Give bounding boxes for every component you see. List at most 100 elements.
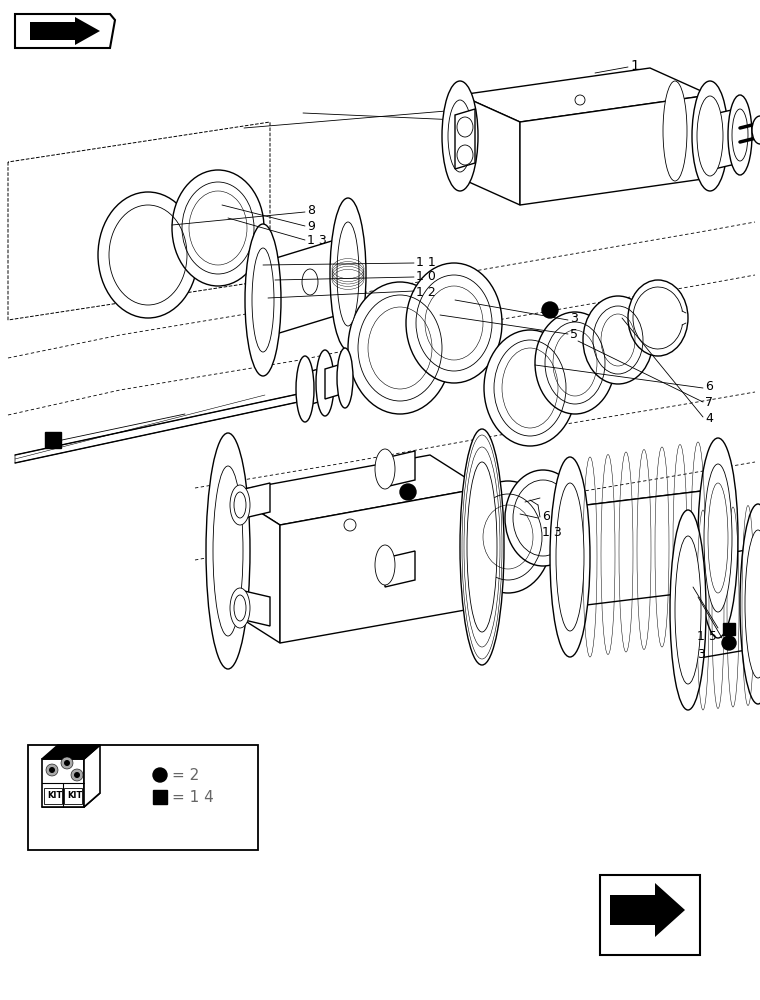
Ellipse shape: [234, 492, 246, 518]
Text: 1 3: 1 3: [307, 234, 327, 247]
Bar: [44, 788, 62, 804]
Polygon shape: [455, 109, 475, 169]
Polygon shape: [570, 489, 718, 525]
Polygon shape: [228, 492, 280, 643]
Polygon shape: [610, 883, 685, 937]
Ellipse shape: [316, 350, 334, 416]
Text: 6: 6: [705, 380, 713, 393]
Bar: [45, 432, 61, 448]
Bar: [600, 875, 700, 955]
Ellipse shape: [296, 356, 314, 422]
Ellipse shape: [206, 433, 250, 669]
Ellipse shape: [675, 536, 701, 684]
Polygon shape: [688, 548, 758, 660]
Ellipse shape: [752, 116, 760, 144]
Ellipse shape: [745, 530, 760, 678]
Polygon shape: [305, 367, 325, 406]
Ellipse shape: [172, 170, 264, 286]
Ellipse shape: [406, 263, 502, 383]
Text: 9: 9: [307, 220, 315, 232]
Polygon shape: [240, 590, 270, 626]
Text: = 1 4: = 1 4: [172, 790, 214, 804]
Circle shape: [71, 769, 83, 781]
Ellipse shape: [230, 588, 250, 628]
Text: 7: 7: [705, 395, 713, 408]
Ellipse shape: [583, 296, 653, 384]
Circle shape: [153, 768, 167, 782]
Polygon shape: [325, 363, 345, 399]
Polygon shape: [84, 745, 100, 807]
Polygon shape: [228, 455, 482, 525]
Ellipse shape: [457, 117, 473, 137]
Ellipse shape: [692, 81, 728, 191]
Polygon shape: [570, 489, 718, 607]
Ellipse shape: [230, 485, 250, 525]
Ellipse shape: [457, 145, 473, 165]
Ellipse shape: [535, 312, 615, 414]
Circle shape: [61, 757, 73, 769]
Ellipse shape: [628, 280, 688, 356]
Ellipse shape: [670, 510, 706, 710]
Circle shape: [542, 302, 558, 318]
Ellipse shape: [740, 504, 760, 704]
Circle shape: [64, 760, 70, 766]
Polygon shape: [385, 451, 415, 487]
Polygon shape: [42, 793, 100, 807]
Polygon shape: [42, 759, 84, 807]
Polygon shape: [385, 551, 415, 587]
Polygon shape: [15, 14, 115, 48]
Ellipse shape: [98, 192, 198, 318]
Ellipse shape: [663, 81, 687, 181]
Polygon shape: [263, 236, 348, 338]
Text: 1 0: 1 0: [416, 270, 436, 284]
Ellipse shape: [442, 81, 478, 191]
Text: 1 1: 1 1: [416, 255, 435, 268]
Text: 1 3: 1 3: [542, 526, 562, 538]
Ellipse shape: [460, 429, 504, 665]
Circle shape: [74, 772, 80, 778]
Polygon shape: [240, 483, 270, 519]
Ellipse shape: [375, 449, 395, 489]
Ellipse shape: [728, 95, 752, 175]
Ellipse shape: [252, 248, 274, 352]
Ellipse shape: [484, 330, 576, 446]
Polygon shape: [15, 385, 340, 463]
Bar: [28, 745, 258, 850]
Polygon shape: [520, 95, 710, 205]
Ellipse shape: [375, 545, 395, 585]
Ellipse shape: [448, 100, 472, 172]
Text: 8: 8: [307, 205, 315, 218]
Text: 4: 4: [705, 412, 713, 424]
Polygon shape: [42, 745, 100, 759]
Text: 1: 1: [630, 59, 639, 73]
Ellipse shape: [337, 348, 353, 408]
Text: 1 5: 1 5: [697, 631, 717, 644]
Polygon shape: [30, 17, 100, 45]
Text: 3: 3: [697, 648, 705, 660]
Circle shape: [722, 636, 736, 650]
Ellipse shape: [213, 466, 243, 636]
Ellipse shape: [330, 198, 366, 350]
Polygon shape: [280, 488, 482, 643]
Ellipse shape: [245, 224, 281, 376]
Polygon shape: [710, 108, 740, 170]
Text: KIT: KIT: [67, 792, 82, 800]
Text: 1 2: 1 2: [416, 286, 435, 298]
Circle shape: [46, 764, 58, 776]
Ellipse shape: [732, 109, 748, 161]
Bar: [723, 623, 735, 635]
Ellipse shape: [704, 464, 732, 612]
Bar: [153, 790, 167, 804]
Polygon shape: [460, 68, 710, 122]
Text: 5: 5: [570, 328, 578, 340]
Ellipse shape: [337, 222, 359, 326]
Ellipse shape: [467, 462, 497, 632]
Ellipse shape: [505, 470, 581, 566]
Ellipse shape: [556, 483, 584, 631]
Text: 6: 6: [542, 510, 550, 524]
Circle shape: [400, 484, 416, 500]
Ellipse shape: [550, 457, 590, 657]
Ellipse shape: [234, 595, 246, 621]
Bar: [64, 788, 82, 804]
Text: = 2: = 2: [172, 768, 199, 782]
